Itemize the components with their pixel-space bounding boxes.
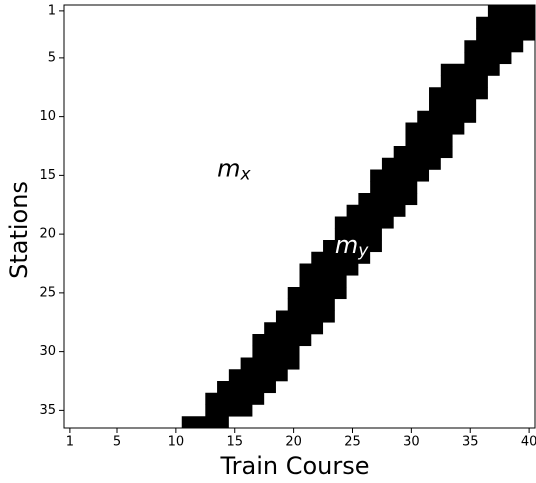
- annotation-text: m: [217, 155, 240, 183]
- y-tick-label: 35: [39, 403, 56, 418]
- band-cell-run: [370, 169, 430, 182]
- band-cell-run: [287, 287, 347, 300]
- band-cell-run: [464, 40, 524, 53]
- band-cell-run: [287, 298, 335, 311]
- band-cell-run: [476, 28, 535, 41]
- band-cell-run: [417, 110, 477, 123]
- x-tick-label: 25: [344, 435, 361, 450]
- band-cell-run: [217, 381, 276, 394]
- y-tick-label: 1: [48, 3, 56, 18]
- band-cell-run: [358, 193, 418, 206]
- annotation: my: [335, 231, 369, 261]
- x-tick-label: 20: [285, 435, 302, 450]
- band-cell-run: [252, 334, 312, 347]
- band-cell-run: [299, 275, 347, 288]
- band-cell-run: [393, 146, 453, 159]
- x-axis-label: Train Course: [219, 452, 369, 480]
- annotation-subscript: y: [357, 241, 369, 261]
- annotation-text: m: [335, 231, 358, 259]
- band-cell-run: [181, 416, 229, 429]
- band-cell-run: [334, 216, 394, 229]
- x-tick-label: 40: [521, 435, 536, 450]
- y-tick-label: 10: [39, 109, 56, 124]
- x-tick-label: 5: [113, 435, 121, 450]
- band-cell-run: [381, 157, 441, 170]
- band-cell-run: [311, 251, 371, 264]
- annotation-subscript: x: [239, 165, 251, 185]
- band-cell-run: [334, 228, 382, 241]
- x-tick-label: 30: [403, 435, 420, 450]
- band-cell-run: [476, 16, 535, 29]
- band-cell-run: [264, 322, 324, 335]
- band-cell-run: [346, 204, 406, 217]
- band-cell-run: [464, 52, 512, 65]
- band-cell-run: [205, 392, 265, 405]
- band-cell-run: [405, 134, 453, 147]
- band-cell-run: [429, 99, 477, 112]
- band-cell-run: [323, 240, 382, 253]
- band-cell-run: [240, 357, 300, 370]
- band-cell-run: [205, 404, 253, 417]
- annotation: mx: [217, 155, 251, 185]
- y-tick-label: 20: [39, 227, 56, 242]
- y-axis-label: Stations: [5, 181, 33, 279]
- band-cell-run: [252, 345, 300, 358]
- plot-frame: [63, 4, 536, 429]
- band-cell-run: [299, 263, 359, 276]
- y-tick-label: 5: [48, 50, 56, 65]
- band-cell-run: [429, 87, 488, 100]
- y-tick-label: 30: [39, 344, 56, 359]
- x-tick-label: 1: [66, 435, 74, 450]
- band-cell-run: [487, 5, 535, 18]
- band-cell-run: [228, 369, 288, 382]
- x-tick-label: 35: [462, 435, 479, 450]
- x-tick-label: 15: [226, 435, 243, 450]
- band-cell-run: [275, 310, 335, 323]
- band-cell-run: [440, 63, 500, 76]
- x-tick-label: 10: [168, 435, 185, 450]
- band-cell-run: [370, 181, 418, 194]
- y-tick-label: 15: [39, 168, 56, 183]
- band-cell-run: [405, 122, 465, 135]
- y-tick-label: 25: [39, 285, 56, 300]
- band-cell-run: [440, 75, 488, 88]
